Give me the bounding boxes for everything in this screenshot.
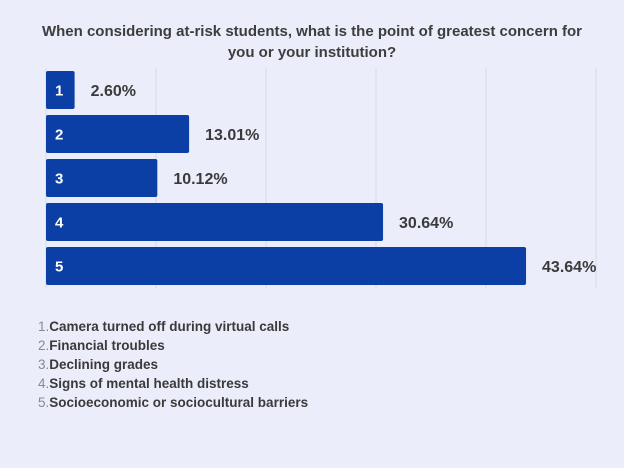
bar-1 (46, 71, 75, 109)
legend-item-5: 5.Socioeconomic or sociocultural barrier… (38, 393, 308, 412)
data-label: 43.64% (542, 259, 596, 276)
bar-2 (46, 115, 190, 153)
legend-item-4: 4.Signs of mental health distress (38, 374, 308, 393)
legend-label: Financial troubles (49, 338, 165, 353)
category-label: 3 (55, 171, 63, 188)
data-label: 10.12% (173, 171, 227, 188)
legend-item-3: 3.Declining grades (38, 355, 308, 374)
data-label: 2.60% (91, 83, 136, 100)
legend-label: Signs of mental health distress (49, 376, 249, 391)
chart-title: When considering at-risk students, what … (41, 23, 583, 61)
bar-5 (46, 247, 527, 285)
legend-number: 1. (38, 319, 50, 334)
bar-3 (46, 159, 158, 197)
legend-number: 2. (38, 338, 50, 353)
legend-label: Declining grades (49, 357, 159, 372)
bar-4 (46, 203, 384, 241)
data-label: 13.01% (205, 127, 259, 144)
legend-number: 4. (38, 376, 50, 391)
legend: 1.Camera turned off during virtual calls… (38, 317, 308, 412)
legend-number: 5. (38, 395, 50, 410)
legend-item-1: 1.Camera turned off during virtual calls (38, 317, 308, 336)
legend-label: Camera turned off during virtual calls (49, 319, 290, 334)
data-label: 30.64% (399, 215, 453, 232)
category-label: 5 (55, 259, 63, 276)
category-label: 4 (55, 215, 64, 232)
category-label: 2 (55, 127, 63, 144)
category-label: 1 (55, 83, 63, 100)
legend-number: 3. (38, 357, 50, 372)
legend-label: Socioeconomic or sociocultural barriers (49, 395, 309, 410)
legend-item-2: 2.Financial troubles (38, 336, 308, 355)
